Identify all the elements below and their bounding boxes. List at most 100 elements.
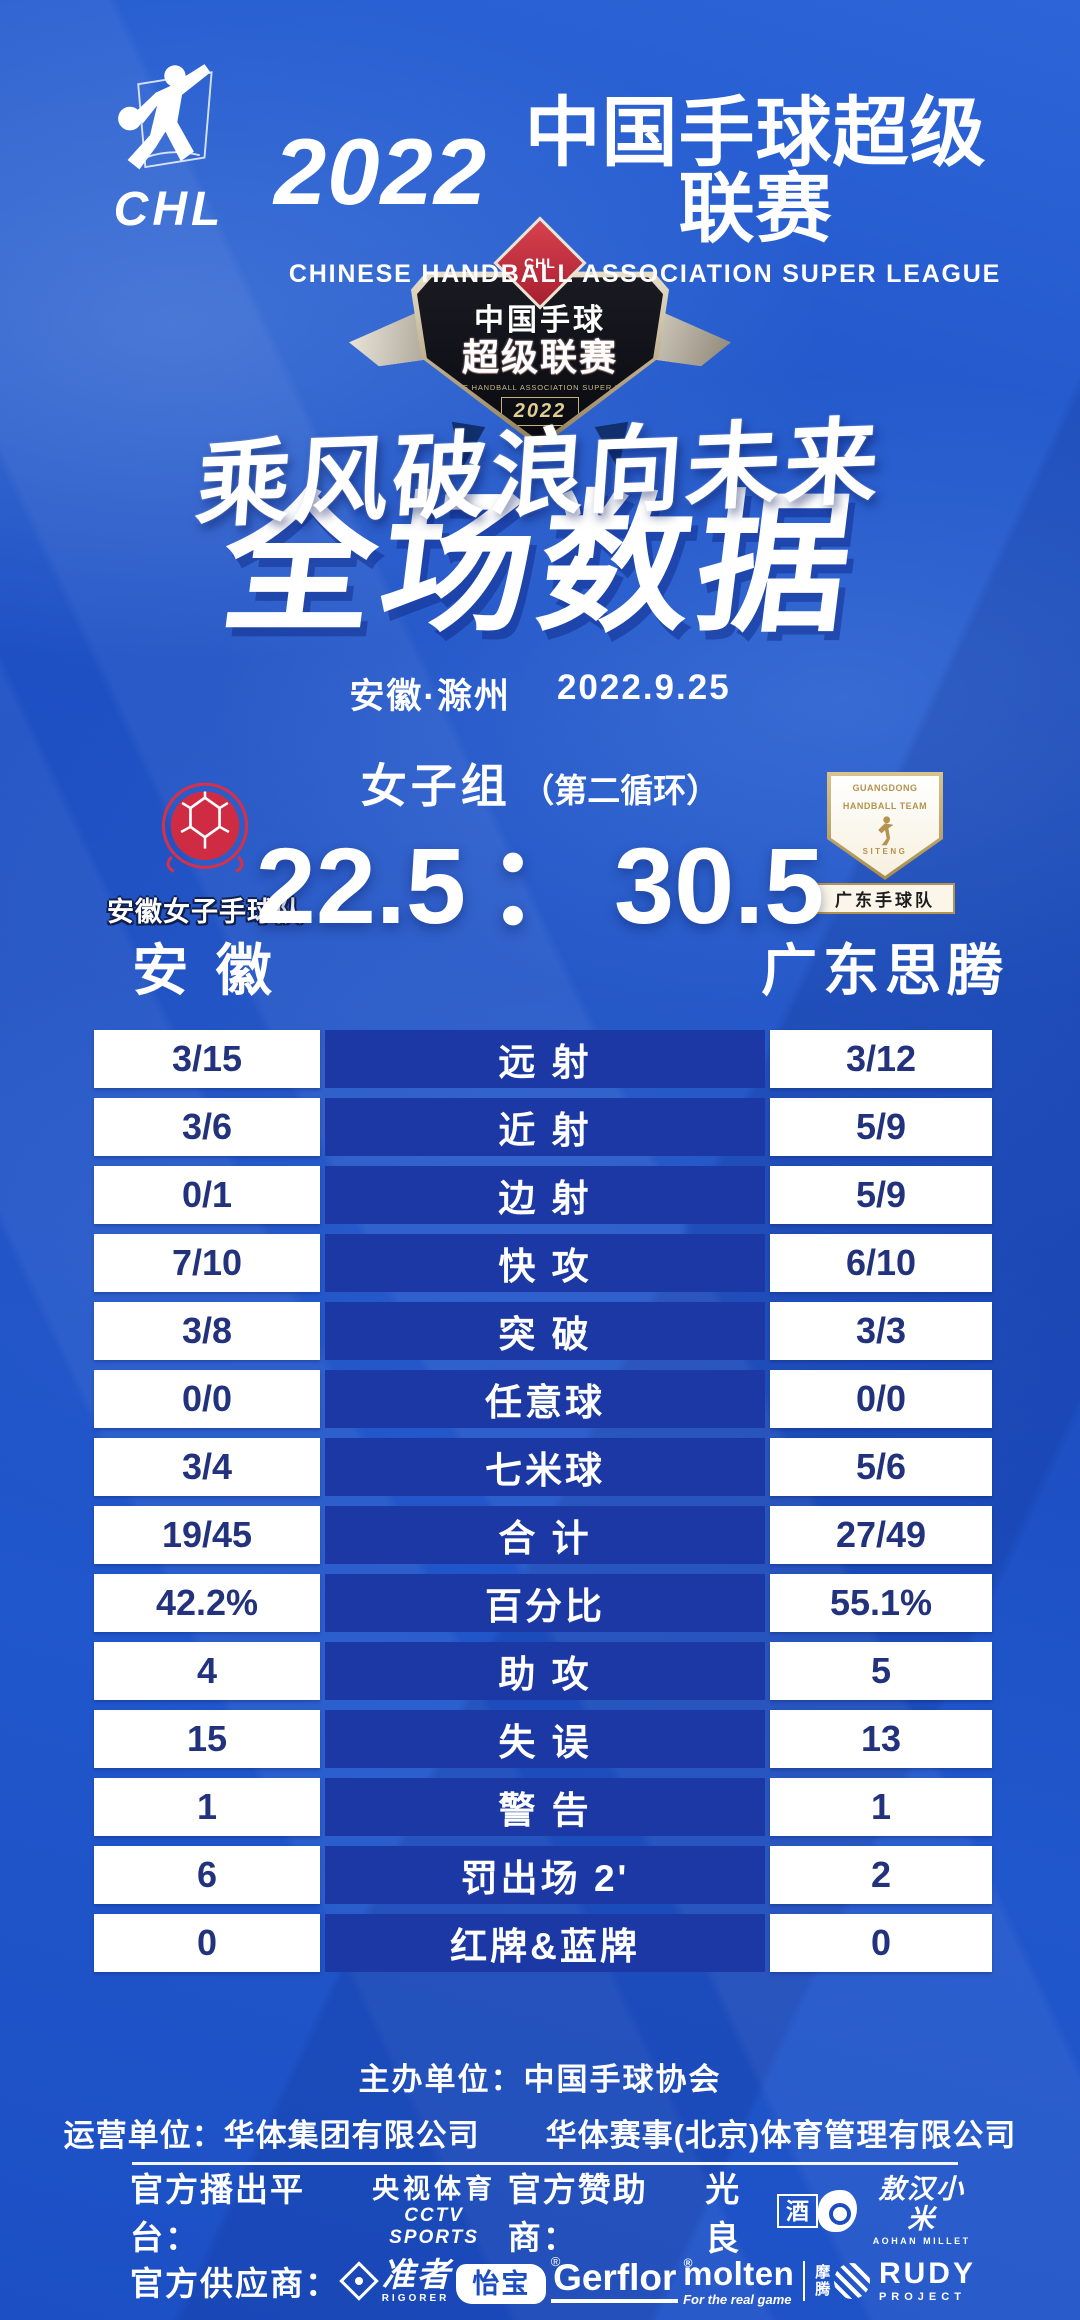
badge-year: 2022 (500, 396, 580, 426)
stat-row: 0 红牌&蓝牌 0 (94, 1914, 992, 1972)
aohan-logo: 敖汉小米 AOHAN MILLET (818, 2173, 976, 2247)
header-year: 2022 (274, 119, 488, 224)
home-team-logo (161, 782, 249, 873)
host-value: 中国手球协会 (523, 2062, 722, 2097)
stat-row: 0/1 边 射 5/9 (94, 1166, 992, 1224)
cestbon-flag-icon: 怡宝 (456, 2263, 547, 2304)
cestbon-registered-mark: ® (550, 2253, 561, 2269)
header: CHL 2022 中国手球超级联赛 CHINESE HANDBALL ASSOC… (64, 44, 1016, 289)
stat-home-value: 0 (94, 1914, 320, 1972)
molten-logo: molten For the real game 摩腾 (683, 2257, 830, 2307)
score-divider: ： (486, 825, 595, 946)
stat-away-value: 2 (770, 1846, 992, 1904)
cestbon-logo: 怡宝 ® (456, 2254, 560, 2304)
badge-line-en: CHINESE HANDBALL ASSOCIATION SUPER LEAGU… (429, 382, 651, 392)
slogan: 乘风破浪向未来 (192, 408, 886, 539)
badge-line1: 中国手球 (474, 304, 606, 337)
rigorer-cn: 准者 (381, 2256, 452, 2293)
stat-row: 6 罚出场 2' 2 (94, 1846, 992, 1904)
away-team-name: 广东思腾 (761, 939, 1009, 1002)
league-badge: 中国手球 超级联赛 CHINESE HANDBALL ASSOCIATION S… (330, 216, 750, 454)
stat-home-value: 6 (94, 1846, 320, 1904)
match-date: 2022.9.25 (556, 668, 731, 707)
stat-row: 4 助 攻 5 (94, 1642, 992, 1700)
handball-player-icon (118, 64, 213, 170)
stat-label: 红牌&蓝牌 (325, 1914, 765, 1972)
gerflor-registered-mark: ® (683, 2256, 693, 2270)
stat-away-value: 55.1% (770, 1574, 992, 1632)
stat-home-value: 3/15 (94, 1030, 320, 1088)
stat-home-value: 0/0 (94, 1370, 320, 1428)
crest-en-line1: GUANGDONG (852, 783, 918, 793)
supplier-row: 官方供应商： 准者 RIGORER 怡宝 ® Gerflor ® molten … (130, 2248, 976, 2314)
stat-away-value: 27/49 (770, 1506, 992, 1564)
score-line: 22.5 ： 30.5 (256, 825, 824, 946)
cctv-en: CCTV SPORTS (389, 2204, 479, 2248)
away-team-ribbon: 广东手球队 (815, 883, 955, 914)
stat-row: 7/10 快 攻 6/10 (94, 1234, 992, 1292)
group-line: 女子组 （第二循环） (0, 750, 1080, 816)
home-team-caption: 安徽女子手球队 (107, 897, 303, 927)
aohan-millet-icon (818, 2190, 858, 2232)
stat-away-value: 0 (770, 1914, 992, 1972)
stat-label: 合 计 (325, 1506, 765, 1564)
stat-away-value: 3/12 (770, 1030, 992, 1088)
host-label: 主办单位： (358, 2062, 524, 2097)
away-team-crest: GUANGDONG HANDBALL TEAM SITENG (827, 772, 943, 880)
cctv-cn: 央视体育 (372, 2173, 497, 2204)
header-title-block: 2022 中国手球超级联赛 CHINESE HANDBALL ASSOCIATI… (274, 96, 1016, 289)
stat-away-value: 1 (770, 1778, 992, 1836)
stat-label: 突 破 (325, 1302, 765, 1360)
header-title-cn: 中国手球超级联赛 (524, 91, 987, 252)
guangliang-name: 光良 (705, 2171, 742, 2258)
stat-row: 19/45 合 计 27/49 (94, 1506, 992, 1564)
stat-away-value: 5 (770, 1642, 992, 1700)
rudy-project-icon (833, 2263, 870, 2299)
stats-table: 3/15 远 射 3/12 3/6 近 射 5/9 0/1 边 射 5/9 7/… (94, 1030, 992, 1972)
stat-home-value: 7/10 (94, 1234, 320, 1292)
crest-mark: SITENG (862, 846, 908, 856)
stat-row: 3/6 近 射 5/9 (94, 1098, 992, 1156)
guangliang-box: 酒 (777, 2193, 819, 2229)
stat-home-value: 1 (94, 1778, 320, 1836)
crest-en-line2: HANDBALL TEAM (842, 800, 928, 811)
molten-divider (803, 2261, 806, 2301)
stat-away-value: 5/9 (770, 1098, 992, 1156)
stat-label: 七米球 (325, 1438, 765, 1496)
chl-abbr: CHL (113, 183, 225, 236)
stat-home-value: 3/6 (94, 1098, 320, 1156)
rigorer-icon (338, 2261, 379, 2301)
broadcast-sponsor-row: 官方播出平台： 央视体育 CCTV SPORTS 官方赞助商： 光良 酒 敖汉小… (130, 2171, 976, 2258)
stat-away-value: 5/9 (770, 1166, 992, 1224)
match-meta: 安徽·滁州 2022.9.25 (0, 668, 1080, 719)
gerflor-name: Gerflor (553, 2257, 677, 2298)
cctv-sports-logo: 央视体育 CCTV SPORTS (360, 2174, 507, 2249)
stat-row: 3/15 远 射 3/12 (94, 1030, 992, 1088)
stat-row: 42.2% 百分比 55.1% (94, 1574, 992, 1632)
stat-away-value: 0/0 (770, 1370, 992, 1428)
rigorer-logo: 准者 RIGORER (338, 2256, 452, 2304)
home-score: 22.5 (255, 825, 466, 946)
stat-row: 0/0 任意球 0/0 (94, 1370, 992, 1428)
molten-tagline: For the real game (683, 2291, 792, 2307)
group-round: （第二循环） (521, 772, 720, 809)
stat-label: 失 误 (325, 1710, 765, 1768)
stat-home-value: 3/4 (94, 1438, 320, 1496)
stat-label: 百分比 (325, 1574, 765, 1632)
home-team-name: 安 徽 (132, 939, 278, 1002)
broadcast-label: 官方播出平台： (130, 2171, 305, 2256)
rudy-logo: RUDY PROJECT (833, 2259, 976, 2303)
stat-home-value: 42.2% (94, 1574, 320, 1632)
stat-row: 15 失 误 13 (94, 1710, 992, 1768)
stat-row: 3/8 突 破 3/3 (94, 1302, 992, 1360)
aohan-cn: 敖汉小米 (878, 2173, 966, 2234)
footer-divider (132, 2162, 958, 2165)
operator-2: 华体赛事(北京)体育管理有限公司 (545, 2118, 1017, 2153)
badge-line2: 超级联赛 (462, 337, 618, 378)
rudy-sub: PROJECT (878, 2291, 966, 2303)
away-score: 30.5 (614, 825, 825, 946)
stat-label: 任意球 (325, 1370, 765, 1428)
stat-home-value: 4 (94, 1642, 320, 1700)
header-title-en: CHINESE HANDBALL ASSOCIATION SUPER LEAGU… (288, 260, 1002, 288)
